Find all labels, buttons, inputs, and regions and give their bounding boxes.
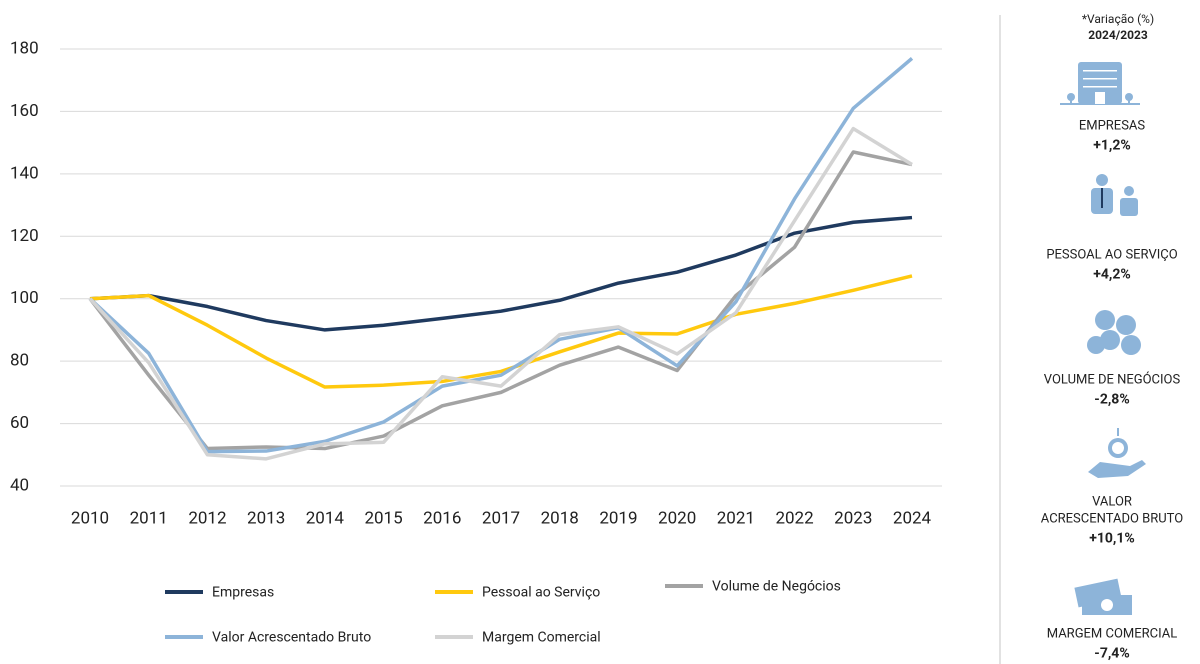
y-tick-label: 60 xyxy=(10,413,29,433)
panel-label: EMPRESAS xyxy=(1079,118,1146,133)
y-tick-label: 140 xyxy=(10,163,39,183)
notes-icon xyxy=(1074,578,1132,615)
legend-label: Valor Acrescentado Bruto xyxy=(212,630,371,646)
y-tick-label: 120 xyxy=(10,226,39,246)
panel-label: VALOR xyxy=(1092,494,1132,509)
y-tick-label: 180 xyxy=(10,38,39,58)
panel-label: VOLUME DE NEGÓCIOS xyxy=(1044,371,1181,387)
y-tick-label: 160 xyxy=(10,101,39,121)
panel-label: MARGEM COMERCIAL xyxy=(1047,626,1178,641)
series-line xyxy=(88,126,913,461)
legend-label: Volume de Negócios xyxy=(712,579,841,595)
y-tick-label: 100 xyxy=(10,288,39,308)
x-tick-label: 2022 xyxy=(775,508,813,528)
x-tick-label: 2014 xyxy=(306,508,345,528)
x-tick-label: 2011 xyxy=(130,508,168,528)
panel-label: ACRESCENTADO BRUTO xyxy=(1041,511,1183,526)
panel-title: *Variação (%) xyxy=(1082,12,1154,26)
panel-value: -2,8% xyxy=(1094,392,1129,408)
x-tick-label: 2019 xyxy=(599,508,637,528)
x-tick-label: 2016 xyxy=(423,508,461,528)
x-tick-label: 2010 xyxy=(71,508,109,528)
building-icon xyxy=(1060,62,1140,105)
series-line xyxy=(88,150,913,451)
x-tick-label: 2018 xyxy=(541,508,579,528)
x-tick-label: 2020 xyxy=(658,508,696,528)
series-line xyxy=(89,274,913,389)
x-tick-label: 2023 xyxy=(834,508,872,528)
x-tick-label: 2024 xyxy=(893,508,932,528)
series-line xyxy=(88,57,914,454)
y-tick-label: 80 xyxy=(10,351,29,371)
x-tick-label: 2012 xyxy=(188,508,226,528)
series-line xyxy=(89,215,913,332)
legend-label: Margem Comercial xyxy=(482,630,601,646)
x-tick-label: 2015 xyxy=(364,508,402,528)
panel-value: +10,1% xyxy=(1089,531,1135,547)
hand-coin-icon xyxy=(1088,428,1146,478)
coins-icon xyxy=(1087,310,1141,355)
panel-value: +1,2% xyxy=(1093,138,1131,154)
x-tick-label: 2017 xyxy=(482,508,520,528)
people-icon xyxy=(1091,174,1138,216)
panel-label: PESSOAL AO SERVIÇO xyxy=(1046,247,1177,262)
x-tick-label: 2013 xyxy=(247,508,285,528)
panel-value: -7,4% xyxy=(1094,646,1129,662)
panel-value: +4,2% xyxy=(1093,267,1131,283)
legend-label: Empresas xyxy=(212,585,274,601)
panel-subtitle: 2024/2023 xyxy=(1088,28,1148,42)
y-tick-label: 40 xyxy=(10,475,29,495)
x-tick-label: 2021 xyxy=(717,508,755,528)
legend-label: Pessoal ao Serviço xyxy=(482,585,600,601)
